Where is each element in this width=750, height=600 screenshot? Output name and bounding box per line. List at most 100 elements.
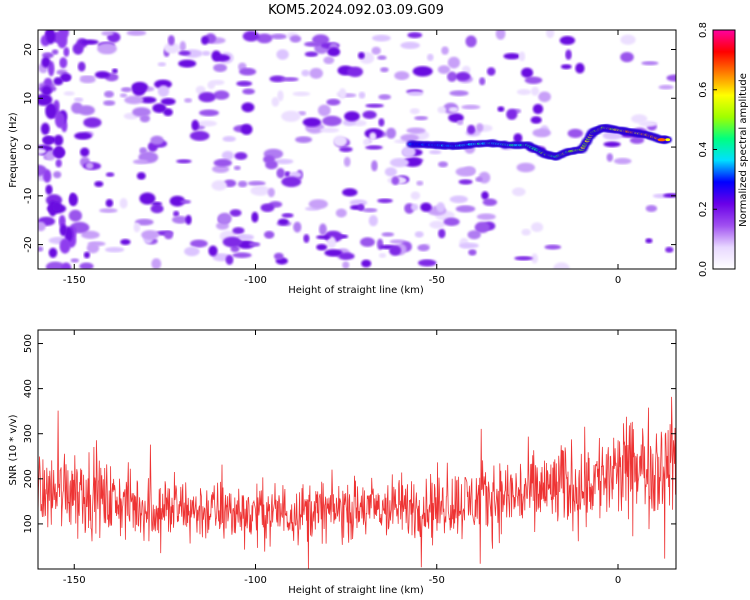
heatmap-cell <box>83 251 90 259</box>
heatmap-cell <box>449 195 468 204</box>
heatmap-cell <box>518 51 526 62</box>
heatmap-cell <box>365 145 383 150</box>
heatmap-cell <box>180 199 191 204</box>
heatmap-cell <box>197 120 217 127</box>
heatmap-cell <box>184 246 200 257</box>
snr-xtick-label: -150 <box>63 575 86 586</box>
heatmap-band-cell <box>43 77 53 87</box>
heatmap-cell <box>74 132 92 140</box>
heatmap-cell <box>150 204 164 214</box>
heatmap-cell <box>368 215 378 227</box>
snr-xtick-label: 0 <box>615 575 621 586</box>
heatmap-cell <box>70 258 80 263</box>
heatmap-cell <box>225 254 234 265</box>
heatmap-cell <box>38 246 44 252</box>
heatmap-band-cell <box>43 169 52 183</box>
heatmap-cell <box>441 46 449 55</box>
heatmap-cell <box>105 247 125 253</box>
heatmap-cell <box>80 147 90 157</box>
heatmap-cell <box>343 156 351 167</box>
heatmap-cell <box>319 223 327 236</box>
heatmap-cell <box>575 62 585 74</box>
heatmap-cell <box>79 262 94 269</box>
heatmap-cell <box>217 212 232 225</box>
heatmap-cell <box>104 90 114 98</box>
heatmap-band-cell <box>61 262 72 269</box>
heatmap-cell <box>164 230 174 240</box>
heatmap-cell <box>303 234 310 243</box>
colorbar-tick-label: 0.0 <box>698 261 709 277</box>
heatmap-cell <box>81 230 100 239</box>
heatmap-cell <box>512 187 526 197</box>
heatmap-cell <box>256 33 273 44</box>
heatmap-cell <box>281 110 301 122</box>
heatmap-cell <box>185 214 192 225</box>
snr-ticks: -150 -100 -50 0 100 200 300 400 500 <box>23 330 676 586</box>
heatmap-cell <box>416 180 424 186</box>
snr-ytick-label: 400 <box>23 379 34 398</box>
heatmap-cell <box>468 249 477 256</box>
heatmap-cell <box>38 221 46 232</box>
heatmap-cell <box>363 138 370 146</box>
heatmap-cell <box>133 222 141 233</box>
heatmap-cell <box>308 199 328 210</box>
heatmap-cell <box>45 184 53 195</box>
heatmap-cell <box>152 103 167 113</box>
heatmap-cell <box>553 262 570 269</box>
heatmap-cell <box>289 35 302 43</box>
spectrogram-xtick-label: -100 <box>244 275 267 286</box>
heatmap-cell <box>327 236 337 249</box>
heatmap-cell <box>141 230 160 240</box>
heatmap-cell <box>213 63 228 73</box>
heatmap-cell <box>94 71 110 79</box>
heatmap-cell <box>448 107 459 113</box>
heatmap-band-cell <box>53 134 64 146</box>
heatmap-cell <box>251 211 259 223</box>
heatmap-cell <box>602 131 623 140</box>
heatmap-cell <box>358 91 366 99</box>
heatmap-cell <box>302 117 322 127</box>
heatmap-cell <box>381 232 395 237</box>
colorbar-tick-label: 0.8 <box>698 22 709 38</box>
spectrogram-ylabel: Frequency (Hz) <box>8 112 19 188</box>
heatmap-cell <box>530 116 542 124</box>
heatmap-cell <box>482 198 498 206</box>
heatmap-cell <box>135 218 154 226</box>
heatmap-band-cell <box>55 159 62 168</box>
heatmap-cell <box>663 193 676 198</box>
heatmap-cell <box>532 128 551 138</box>
heatmap-cell <box>620 34 636 45</box>
heatmap-cell <box>132 159 149 165</box>
heatmap-cell <box>214 54 231 62</box>
heatmap-cell <box>438 161 448 168</box>
heatmap-cell <box>497 106 505 112</box>
heatmap-cell <box>603 141 621 148</box>
heatmap-cell <box>371 160 378 172</box>
heatmap-cell <box>567 128 583 138</box>
heatmap-cell <box>531 86 540 96</box>
heatmap-cell <box>455 71 471 81</box>
signal-trace-peak <box>657 138 666 142</box>
heatmap-cell <box>532 103 544 115</box>
heatmap-cell <box>229 209 242 217</box>
heatmap-cell <box>250 185 270 196</box>
heatmap-cell <box>173 210 180 217</box>
heatmap-cell <box>201 35 209 45</box>
heatmap-cell <box>140 96 157 104</box>
colorbar-tick-label: 0.6 <box>698 82 709 98</box>
heatmap-cell <box>400 41 421 50</box>
heatmap-cell <box>271 97 280 107</box>
heatmap-cell <box>105 199 114 208</box>
heatmap-cell <box>503 53 521 60</box>
heatmap-cell <box>513 133 523 143</box>
snr-panel: -150 -100 -50 0 100 200 300 400 500 Height of st… <box>8 329 677 596</box>
spectrogram-heatmap <box>38 30 676 269</box>
heatmap-cell <box>378 253 387 258</box>
heatmap-cell <box>407 91 424 96</box>
heatmap-cell <box>658 84 674 90</box>
heatmap-cell <box>276 49 289 60</box>
heatmap-cell <box>544 244 562 250</box>
heatmap-cell <box>463 166 476 175</box>
heatmap-cell <box>233 165 241 171</box>
heatmap-cell <box>531 222 544 233</box>
